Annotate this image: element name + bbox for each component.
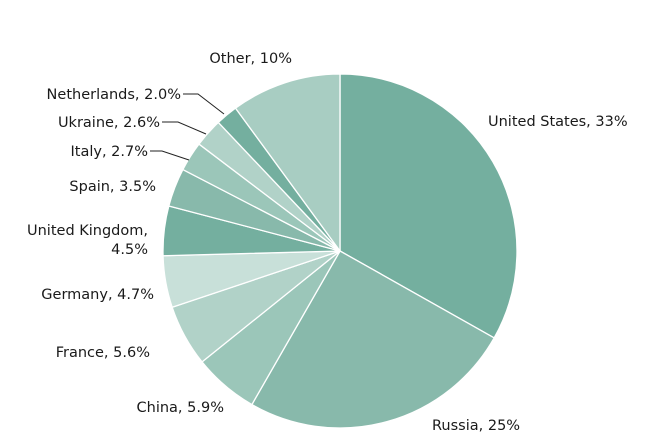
slice-label-russia: Russia, 25% [432, 418, 520, 434]
slice-label-united-kingdom-line-1: United Kingdom, [27, 223, 148, 239]
pie-slice-united-states [339, 73, 518, 339]
slice-label-spain: Spain, 3.5% [69, 179, 156, 195]
pie-slices [162, 73, 518, 429]
slice-labels: United States, 33% Russia, 25% China, 5.9%… [27, 51, 628, 434]
slice-label-ukraine: Ukraine, 2.6% [58, 115, 160, 131]
pie-slice-russia [251, 250, 495, 429]
slice-label-china: China, 5.9% [137, 400, 224, 416]
pie-slice-other [234, 73, 341, 252]
slice-label-united-kingdom-line-2: 4.5% [111, 242, 148, 258]
leader-line-ukraine [162, 121, 207, 135]
leader-line-netherlands [183, 93, 225, 115]
slice-label-germany: Germany, 4.7% [41, 287, 154, 303]
slice-label-other: Other, 10% [209, 51, 292, 67]
leader-lines [150, 93, 225, 161]
leader-line-italy [150, 150, 190, 161]
slice-label-netherlands: Netherlands, 2.0% [47, 87, 181, 103]
slice-label-united-states: United States, 33% [488, 114, 628, 130]
slice-label-italy: Italy, 2.7% [70, 144, 148, 160]
slice-label-france: France, 5.6% [56, 345, 150, 361]
